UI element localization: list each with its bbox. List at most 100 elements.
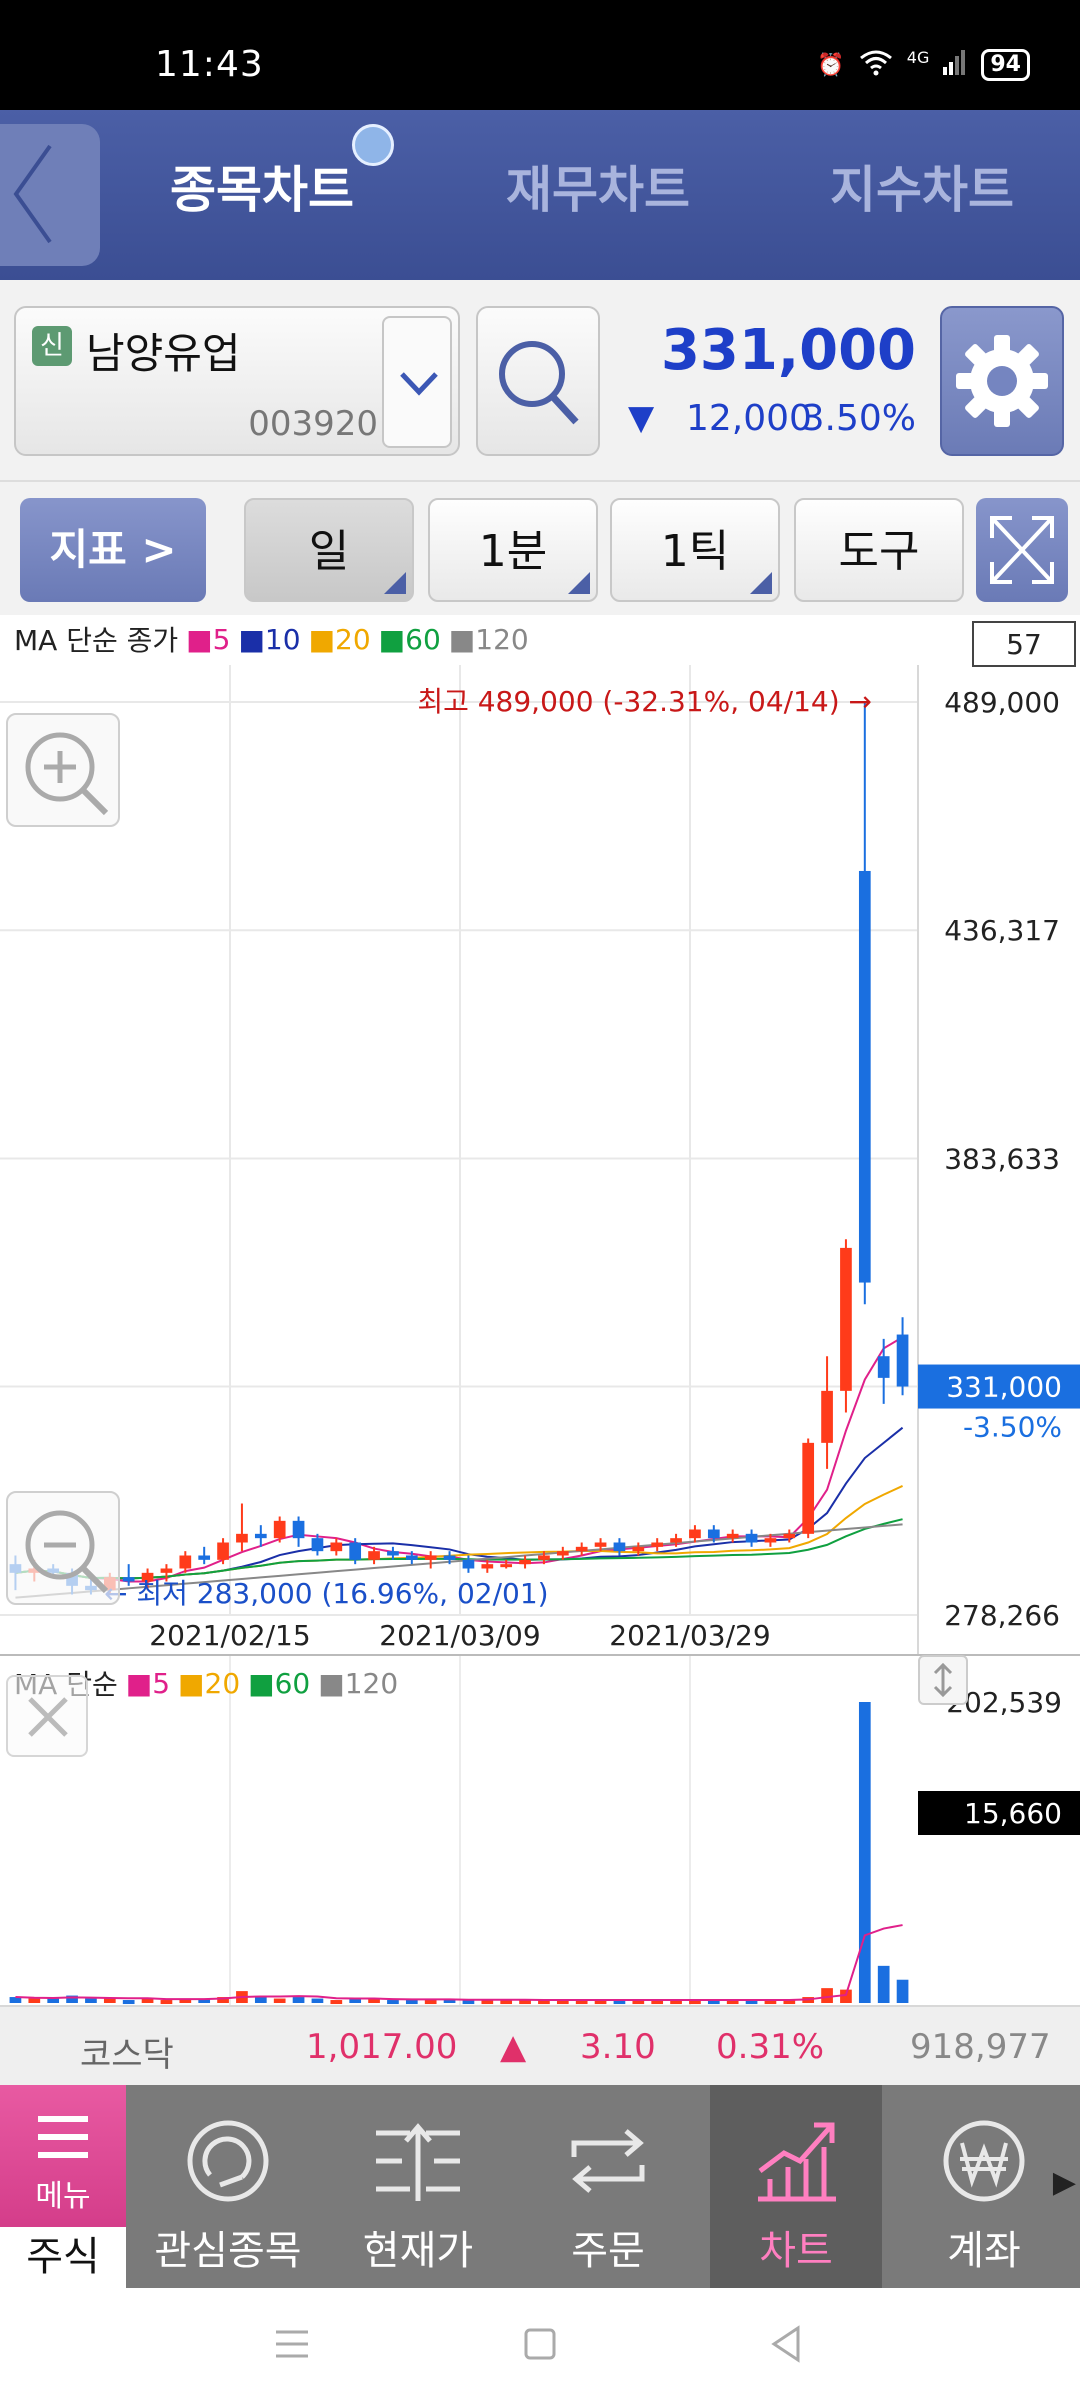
volume-bar [122, 2000, 135, 2005]
volume-bar [575, 2000, 588, 2005]
nav-order[interactable]: 주문 [520, 2085, 696, 2288]
tab-financial-chart[interactable]: 재무차트 [506, 161, 690, 219]
volume-bar [85, 1998, 97, 2003]
y-tick-label: 278,266 [944, 1599, 1060, 1632]
recent-apps-icon[interactable] [272, 2324, 312, 2364]
fullscreen-button[interactable] [976, 498, 1068, 602]
x-tick-label: 2021/03/29 [609, 1619, 770, 1652]
tick-button[interactable]: 1틱 [610, 498, 780, 602]
volume-current-label: 15,660 [964, 1797, 1062, 1830]
up-arrow-icon: ▲ [500, 2027, 527, 2067]
tools-button[interactable]: 도구 [794, 498, 964, 602]
back-icon[interactable] [766, 2324, 806, 2364]
candle-count-box[interactable]: 57 [972, 621, 1076, 667]
dropdown-triangle-icon [750, 572, 772, 594]
vol-ma-5-label: ■5 [125, 1666, 171, 1700]
volume-bar [9, 1997, 22, 2003]
menu-label: 메뉴 [35, 2179, 91, 2214]
battery-indicator: 94 [981, 49, 1030, 81]
indicator-label: 지표 > [49, 525, 177, 574]
wifi-icon [859, 48, 893, 82]
vol-ma-20-label: ■20 [178, 1666, 241, 1700]
period-day-button[interactable]: 일 [244, 498, 414, 602]
ma-40-line [15, 1518, 903, 1580]
expand-icon [990, 516, 1054, 584]
candle-body [330, 1542, 343, 1552]
volume-bar [424, 2000, 437, 2005]
dropdown-triangle-icon [568, 572, 590, 594]
search-icon [499, 341, 579, 425]
stock-mode-label: 주식 [26, 2234, 100, 2280]
current-price: 331,000 [660, 318, 916, 383]
volume-bar [311, 1998, 324, 2003]
volume-bar [594, 2000, 607, 2005]
candle-body [254, 1533, 267, 1539]
index-ticker-bar[interactable]: 코스닥 1,017.00 ▲ 3.10 0.31% 918,977 [0, 2005, 1080, 2085]
settings-button[interactable] [940, 306, 1064, 456]
tab-stock-chart[interactable]: 종목차트 [170, 161, 354, 219]
x-tick-label: 2021/03/09 [379, 1619, 540, 1652]
index-change: 3.10 [580, 2027, 656, 2067]
x-tick-label: 2021/02/15 [149, 1619, 310, 1652]
nav-watchlist[interactable]: 관심종목 [140, 2085, 316, 2288]
system-navigation-bar [0, 2288, 1080, 2400]
candle-body [179, 1555, 192, 1569]
nav-order-label: 주문 [571, 2228, 645, 2274]
minute-button[interactable]: 1분 [428, 498, 598, 602]
index-volume: 918,977 [910, 2027, 1051, 2067]
volume-bar [651, 2000, 664, 2005]
candle-body [840, 1247, 852, 1391]
stock-selector[interactable]: 신 남양유업 003920 [14, 306, 460, 456]
back-button[interactable] [0, 124, 100, 266]
status-icons: ⏰ 4G 94 [817, 48, 1030, 82]
chart-area[interactable]: 489,000 436,317 383,633 278,266 331,000 -3.50… [0, 615, 1080, 2005]
volume-bar [538, 2000, 550, 2005]
indicator-button[interactable]: 지표 > [20, 498, 206, 602]
gear-icon [956, 335, 1048, 427]
volume-bar [481, 2000, 494, 2005]
nav-chart[interactable]: 차트 [710, 2085, 882, 2288]
candle-body [424, 1555, 437, 1560]
ma-60-label: ■60 [378, 622, 441, 656]
resize-pane-button[interactable] [918, 1655, 968, 1705]
chart-toolbar: 지표 > 일 1분 1틱 도구 [0, 480, 1080, 615]
close-volume-button[interactable] [6, 1675, 88, 1757]
price-chart[interactable]: 489,000 436,317 383,633 278,266 331,000 -3.50… [0, 615, 1080, 2005]
volume-bar [141, 1998, 154, 2003]
search-button[interactable] [476, 306, 600, 456]
candle-body [877, 1356, 890, 1378]
hamburger-menu-icon [38, 2116, 88, 2158]
tab-index-chart[interactable]: 지수차트 [830, 161, 1014, 219]
zoom-out-button[interactable] [6, 1491, 120, 1605]
nav-scroll-right-icon[interactable]: ▶ [1052, 2165, 1076, 2200]
status-bar: 11:43 ⏰ 4G 94 [0, 0, 1080, 110]
zoom-in-button[interactable] [6, 713, 120, 827]
menu-button[interactable]: 메뉴 [0, 2085, 126, 2227]
minute-label: 1분 [478, 526, 548, 577]
volume-bar [726, 2000, 739, 2005]
nav-account[interactable]: 계좌 [896, 2085, 1072, 2288]
candle-body [500, 1564, 513, 1568]
stock-name: 남양유업 [86, 329, 241, 378]
candle-body [462, 1559, 475, 1569]
candle-body [368, 1551, 380, 1560]
candle-body [311, 1538, 324, 1552]
volume-bar [764, 2000, 777, 2005]
candle-body [613, 1542, 626, 1552]
nav-account-label: 계좌 [947, 2228, 1021, 2274]
price-change: 12,000 [686, 398, 812, 439]
nav-watchlist-label: 관심종목 [154, 2228, 302, 2274]
candle-body [858, 870, 871, 1283]
volume-bar [519, 2000, 531, 2005]
volume-bar [349, 1998, 362, 2003]
ma-legend-prefix: MA 단순 종가 [14, 624, 179, 657]
stock-mode-button[interactable]: 주식 [0, 2227, 126, 2288]
refresh-badge-icon[interactable] [352, 124, 394, 166]
home-icon[interactable] [520, 2324, 560, 2364]
stock-badge: 신 [32, 326, 72, 366]
volume-bar [47, 1998, 60, 2003]
nav-current-price[interactable]: 현재가 [330, 2085, 506, 2288]
volume-current-marker [918, 1791, 1080, 1835]
volume-bar [330, 2000, 343, 2005]
stock-dropdown-button[interactable] [382, 316, 452, 448]
